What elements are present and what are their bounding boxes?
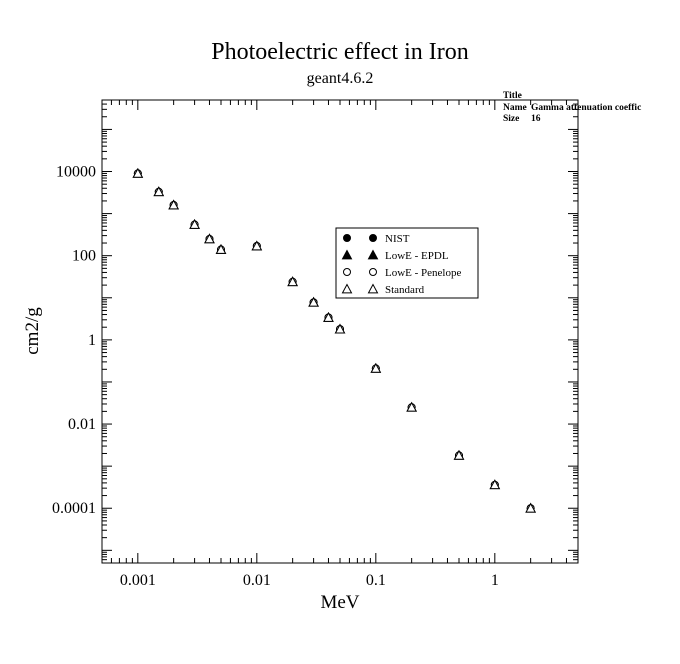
data-point bbox=[370, 362, 382, 373]
data-point bbox=[287, 276, 298, 287]
series-lowe-epdl bbox=[132, 167, 536, 513]
legend-marker bbox=[367, 283, 379, 294]
data-point bbox=[168, 199, 179, 210]
x-tick-label: 0.001 bbox=[120, 572, 156, 589]
legend-label: LowE - EPDL bbox=[385, 250, 449, 262]
legend-label: Standard bbox=[385, 284, 425, 296]
y-axis-label: cm2/g bbox=[22, 307, 43, 355]
x-tick-label: 0.01 bbox=[243, 572, 271, 589]
legend-item: NIST bbox=[343, 233, 410, 245]
stats-name-label: Name bbox=[503, 102, 527, 113]
data-point bbox=[308, 296, 319, 307]
data-point bbox=[323, 311, 334, 322]
legend-item: LowE - EPDL bbox=[341, 249, 449, 262]
legend-label: LowE - Penelope bbox=[385, 267, 461, 279]
axis-ticks bbox=[101, 99, 579, 564]
chart-subtitle: geant4.6.2 bbox=[307, 70, 374, 87]
legend: NIST LowE - EPDL LowE - Penelope Standard bbox=[335, 227, 479, 299]
y-tick-label: 0.01 bbox=[68, 416, 96, 433]
series-standard bbox=[132, 167, 536, 513]
chart-title: Photoelectric effect in Iron bbox=[211, 39, 468, 65]
y-tick-label: 100 bbox=[72, 248, 96, 265]
legend-marker bbox=[369, 268, 377, 276]
data-point bbox=[525, 502, 536, 513]
legend-box bbox=[335, 227, 479, 299]
legend-marker bbox=[343, 268, 351, 276]
data-point bbox=[153, 186, 165, 197]
data-points bbox=[132, 167, 536, 513]
legend-item: LowE - Penelope bbox=[343, 267, 461, 279]
data-point bbox=[204, 233, 215, 244]
stats-box: Title Name Gamma attenuation coeffic Size… bbox=[503, 91, 641, 126]
legend-marker bbox=[341, 249, 353, 260]
stats-title-label: Title bbox=[503, 91, 522, 101]
data-point bbox=[251, 240, 263, 251]
legend-item: Standard bbox=[341, 283, 425, 296]
data-point bbox=[334, 323, 346, 334]
legend-marker bbox=[343, 234, 351, 242]
data-point bbox=[132, 167, 144, 178]
data-point bbox=[489, 479, 501, 490]
legend-marker bbox=[367, 249, 379, 260]
data-point bbox=[453, 449, 465, 460]
data-point bbox=[215, 243, 227, 254]
x-tick-label: 0.1 bbox=[366, 572, 386, 589]
y-tick-label: 10000 bbox=[56, 164, 96, 181]
stats-size-value: 16 bbox=[531, 114, 541, 124]
legend-marker bbox=[341, 283, 353, 294]
x-axis-label: MeV bbox=[320, 592, 359, 613]
stats-size-label: Size bbox=[503, 114, 520, 124]
x-tick-labels: 0.001 0.01 0.1 1 bbox=[120, 572, 499, 589]
x-tick-label: 1 bbox=[491, 572, 499, 589]
stats-name-value: Gamma attenuation coeffic bbox=[531, 102, 642, 113]
y-tick-labels: 10000 100 1 0.01 0.0001 bbox=[52, 164, 96, 518]
legend-marker bbox=[369, 234, 377, 242]
y-tick-label: 0.0001 bbox=[52, 500, 96, 517]
data-point bbox=[406, 401, 417, 412]
legend-label: NIST bbox=[385, 233, 410, 245]
data-point bbox=[189, 218, 200, 229]
y-tick-label: 1 bbox=[88, 332, 96, 349]
